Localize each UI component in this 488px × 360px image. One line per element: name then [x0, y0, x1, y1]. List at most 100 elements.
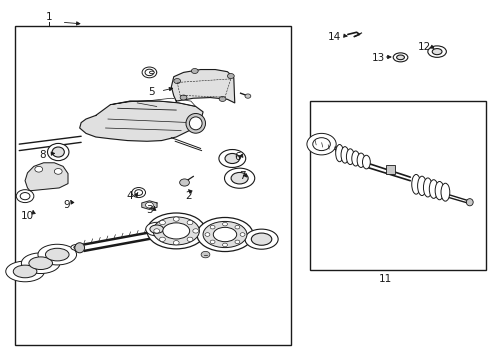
Circle shape: [227, 73, 234, 78]
Ellipse shape: [163, 223, 189, 239]
Ellipse shape: [340, 147, 348, 163]
Circle shape: [135, 190, 142, 195]
Polygon shape: [25, 163, 68, 191]
Circle shape: [222, 243, 227, 247]
Circle shape: [173, 217, 179, 221]
Ellipse shape: [346, 149, 353, 165]
Circle shape: [16, 190, 34, 203]
Text: 6: 6: [233, 152, 240, 162]
Ellipse shape: [213, 227, 236, 242]
Text: 13: 13: [371, 53, 385, 63]
Ellipse shape: [356, 153, 364, 167]
Circle shape: [142, 67, 157, 78]
Circle shape: [54, 168, 62, 174]
Polygon shape: [80, 101, 203, 141]
Bar: [310, 101, 485, 270]
Ellipse shape: [351, 151, 359, 166]
Ellipse shape: [224, 153, 239, 163]
Circle shape: [173, 240, 179, 245]
Circle shape: [192, 229, 198, 233]
Circle shape: [180, 95, 186, 100]
Ellipse shape: [145, 222, 167, 236]
Text: 2: 2: [185, 191, 191, 201]
Polygon shape: [142, 201, 157, 210]
Ellipse shape: [417, 176, 426, 195]
Circle shape: [132, 188, 145, 198]
Circle shape: [306, 134, 335, 155]
Ellipse shape: [21, 253, 60, 274]
Text: 8: 8: [39, 150, 45, 160]
Text: 9: 9: [63, 200, 70, 210]
Circle shape: [159, 220, 165, 225]
Text: 14: 14: [327, 32, 341, 41]
Circle shape: [179, 179, 189, 186]
Ellipse shape: [147, 213, 205, 249]
Ellipse shape: [52, 147, 64, 157]
Polygon shape: [171, 69, 234, 103]
Ellipse shape: [45, 248, 69, 261]
Circle shape: [187, 220, 193, 225]
Text: 1: 1: [46, 12, 53, 22]
Ellipse shape: [153, 217, 199, 245]
Ellipse shape: [203, 221, 246, 248]
Circle shape: [187, 237, 193, 242]
Circle shape: [210, 225, 215, 229]
Circle shape: [159, 237, 165, 242]
Ellipse shape: [434, 181, 443, 200]
Text: 7: 7: [238, 171, 245, 181]
Circle shape: [312, 138, 330, 150]
Ellipse shape: [74, 246, 79, 249]
Circle shape: [222, 222, 227, 226]
Circle shape: [210, 240, 215, 244]
Circle shape: [145, 69, 154, 76]
Ellipse shape: [431, 49, 441, 55]
Ellipse shape: [197, 217, 252, 252]
Ellipse shape: [29, 257, 52, 270]
Ellipse shape: [423, 178, 431, 197]
Bar: [385, 165, 394, 174]
Ellipse shape: [231, 172, 247, 184]
Ellipse shape: [185, 113, 205, 133]
Circle shape: [201, 251, 209, 258]
Polygon shape: [110, 98, 195, 107]
Ellipse shape: [75, 243, 84, 253]
Circle shape: [173, 78, 180, 84]
Ellipse shape: [149, 71, 154, 74]
Circle shape: [244, 94, 250, 98]
Ellipse shape: [392, 53, 407, 62]
Circle shape: [20, 193, 30, 200]
Text: 4: 4: [126, 191, 133, 201]
Ellipse shape: [219, 149, 245, 167]
Ellipse shape: [189, 117, 202, 130]
Ellipse shape: [244, 229, 278, 249]
Circle shape: [240, 233, 244, 236]
Ellipse shape: [38, 244, 77, 265]
Ellipse shape: [224, 168, 254, 188]
Ellipse shape: [466, 199, 472, 206]
Circle shape: [145, 202, 153, 208]
Text: 11: 11: [379, 274, 392, 284]
Ellipse shape: [427, 46, 446, 57]
Ellipse shape: [428, 180, 437, 198]
Circle shape: [191, 68, 198, 73]
Ellipse shape: [335, 144, 343, 162]
Ellipse shape: [396, 55, 404, 60]
Ellipse shape: [251, 233, 271, 245]
Ellipse shape: [150, 225, 163, 233]
Text: 10: 10: [21, 211, 34, 221]
Ellipse shape: [147, 70, 157, 75]
Ellipse shape: [362, 155, 369, 169]
Circle shape: [235, 240, 239, 244]
Ellipse shape: [47, 143, 69, 161]
Ellipse shape: [411, 175, 420, 194]
Text: 5: 5: [148, 87, 155, 97]
Circle shape: [204, 233, 209, 236]
Ellipse shape: [13, 265, 37, 278]
Ellipse shape: [71, 244, 81, 250]
Circle shape: [219, 96, 225, 102]
Ellipse shape: [6, 261, 44, 282]
Bar: [15, 26, 290, 345]
Circle shape: [154, 229, 159, 233]
Text: 3: 3: [146, 206, 152, 216]
Ellipse shape: [440, 183, 449, 201]
